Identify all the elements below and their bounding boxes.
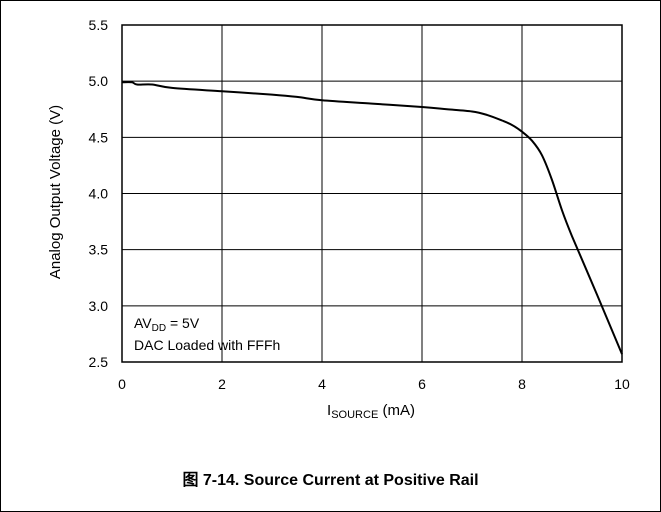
x-axis: 0 2 4 6 8 10: [118, 376, 630, 392]
y-axis-label: Analog Output Voltage (V): [47, 105, 64, 279]
y-tick-label: 5.5: [89, 17, 109, 33]
grid: [121, 24, 623, 363]
y-tick-label: 2.5: [89, 354, 109, 370]
x-tick-label: 10: [614, 376, 630, 392]
y-tick-label: 4.0: [89, 186, 109, 202]
plot-area: [121, 24, 623, 363]
y-tick-label: 3.5: [89, 242, 109, 258]
y-tick-label: 4.5: [89, 129, 109, 145]
annotation-supply: AVDD = 5V: [134, 315, 200, 334]
figure-caption: 图 7-14. Source Current at Positive Rail: [182, 472, 479, 489]
x-tick-label: 0: [118, 376, 126, 392]
y-tick-label: 5.0: [89, 73, 109, 89]
y-axis: 2.5 3.0 3.5 4.0 4.5 5.0 5.5: [89, 17, 109, 370]
series-line: [121, 81, 623, 355]
x-tick-label: 8: [518, 376, 526, 392]
y-tick-label: 3.0: [89, 298, 109, 314]
x-tick-label: 2: [218, 376, 226, 392]
x-tick-label: 6: [418, 376, 426, 392]
annotation-dac-load: DAC Loaded with FFFh: [134, 337, 281, 353]
x-axis-label: ISOURCE (mA): [327, 402, 415, 421]
x-tick-label: 4: [318, 376, 326, 392]
